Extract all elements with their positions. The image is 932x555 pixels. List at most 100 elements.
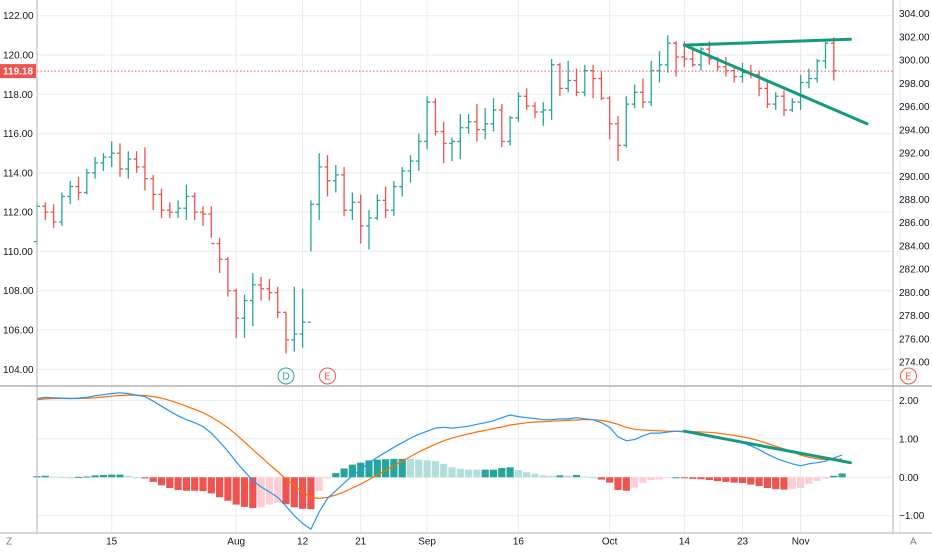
- ohlc-bar[interactable]: [117, 143, 123, 177]
- ohlc-bar[interactable]: [390, 180, 397, 217]
- ohlc-bar[interactable]: [615, 115, 621, 162]
- ohlc-bar[interactable]: [233, 288, 240, 338]
- left-price-axis[interactable]: 104.00 106.00 108.00 110.00 112.00 114.00 116.…: [3, 11, 34, 376]
- ohlc-bar[interactable]: [133, 151, 140, 173]
- ohlc-bar[interactable]: [648, 60, 655, 107]
- price-trendline[interactable]: [682, 43, 869, 126]
- ohlc-bar[interactable]: [316, 153, 323, 220]
- ohlc-bar[interactable]: [565, 60, 572, 93]
- ohlc-bar[interactable]: [92, 157, 99, 179]
- ohlc-bar[interactable]: [357, 194, 364, 244]
- ohlc-bar[interactable]: [756, 70, 763, 97]
- ohlc-bar[interactable]: [482, 108, 489, 140]
- ohlc-bar[interactable]: [83, 168, 90, 195]
- ohlc-bar[interactable]: [590, 64, 597, 99]
- ohlc-bar[interactable]: [830, 37, 837, 81]
- ohlc-bar[interactable]: [241, 294, 248, 338]
- ohlc-bar[interactable]: [440, 121, 447, 164]
- ohlc-bar[interactable]: [664, 35, 671, 73]
- ohlc-bar[interactable]: [623, 96, 630, 148]
- ohlc-bar[interactable]: [598, 70, 605, 101]
- ohlc-bar[interactable]: [175, 200, 182, 219]
- ohlc-bar[interactable]: [573, 68, 580, 97]
- ohlc-bar[interactable]: [299, 288, 306, 348]
- ohlc-bar[interactable]: [556, 62, 563, 97]
- ohlc-bar[interactable]: [656, 51, 663, 83]
- event-marker[interactable]: E: [319, 367, 336, 385]
- ohlc-bar[interactable]: [125, 151, 132, 179]
- ohlc-bar[interactable]: [432, 98, 439, 136]
- ohlc-bar[interactable]: [548, 58, 555, 120]
- ohlc-bar[interactable]: [266, 278, 273, 301]
- ohlc-bar[interactable]: [216, 237, 223, 274]
- ohlc-bar[interactable]: [631, 84, 638, 109]
- ohlc-bar[interactable]: [150, 174, 157, 211]
- ohlc-bar[interactable]: [465, 113, 472, 134]
- ohlc-bar[interactable]: [772, 92, 779, 110]
- ohlc-bar[interactable]: [166, 202, 173, 219]
- ohlc-bar[interactable]: [332, 165, 339, 193]
- event-marker[interactable]: E: [900, 367, 917, 385]
- ohlc-bar[interactable]: [191, 192, 198, 221]
- ohlc-bar[interactable]: [349, 192, 356, 221]
- ohlc-bar[interactable]: [507, 115, 514, 146]
- time-axis[interactable]: 15 Aug 12 21 Sep 16 Oct 14 23 Nov Z A: [6, 537, 917, 548]
- ohlc-bar[interactable]: [258, 276, 265, 301]
- macd-trendline-line[interactable]: [682, 429, 852, 465]
- ohlc-bar[interactable]: [67, 180, 74, 205]
- ohlc-bar[interactable]: [141, 147, 148, 191]
- ohlc-bar[interactable]: [689, 49, 696, 67]
- ohlc-bar[interactable]: [274, 286, 281, 319]
- ohlc-bar[interactable]: [407, 155, 414, 183]
- ohlc-bar[interactable]: [424, 96, 431, 150]
- ohlc-bar[interactable]: [291, 286, 298, 352]
- price-trendlines[interactable]: [682, 37, 869, 126]
- ohlc-bar[interactable]: [399, 166, 406, 197]
- ohlc-bar[interactable]: [415, 133, 422, 171]
- event-marker[interactable]: D: [277, 367, 295, 385]
- right-price-axis[interactable]: 274.00 276.00 278.00 280.00 282.00 284.00 286.…: [899, 9, 930, 368]
- ohlc-bar[interactable]: [307, 200, 314, 323]
- ohlc-bar[interactable]: [58, 192, 65, 226]
- ohlc-bar[interactable]: [341, 166, 348, 217]
- ohlc-bar[interactable]: [449, 137, 455, 162]
- ohlc-bar[interactable]: [208, 206, 215, 245]
- ohlc-bar[interactable]: [606, 96, 613, 140]
- macd-axis[interactable]: 2.00 1.00 0.00 −1.00: [899, 396, 925, 522]
- ohlc-bar[interactable]: [797, 74, 804, 110]
- ohlc-bar[interactable]: [540, 102, 547, 126]
- ohlc-bar[interactable]: [822, 39, 829, 69]
- ohlc-bar[interactable]: [473, 104, 480, 142]
- ohlc-bar[interactable]: [457, 113, 464, 160]
- ohlc-bar[interactable]: [673, 41, 680, 77]
- ohlc-bar[interactable]: [382, 186, 389, 219]
- ohlc-bar[interactable]: [805, 68, 812, 89]
- ohlc-bar[interactable]: [722, 56, 729, 77]
- ohlc-bar[interactable]: [515, 92, 522, 122]
- ohlc-bar[interactable]: [781, 90, 787, 116]
- ohlc-bar[interactable]: [374, 194, 381, 220]
- ohlc-bar[interactable]: [814, 58, 821, 83]
- ohlc-bar[interactable]: [224, 257, 231, 297]
- ohlc-bar[interactable]: [789, 98, 796, 112]
- ohlc-bar[interactable]: [183, 184, 190, 220]
- ohlc-bar[interactable]: [366, 210, 372, 250]
- ohlc-bar[interactable]: [42, 202, 49, 220]
- ohlc-bar[interactable]: [108, 141, 115, 167]
- ohlc-bar[interactable]: [75, 176, 82, 201]
- ohlc-bar[interactable]: [324, 155, 331, 197]
- ohlc-bar[interactable]: [50, 204, 57, 228]
- ohlc-bar[interactable]: [100, 153, 107, 171]
- macd-trendline[interactable]: [682, 429, 852, 465]
- auto-scale-button[interactable]: A: [910, 537, 917, 548]
- price-bars[interactable]: [34, 35, 837, 354]
- ohlc-bar[interactable]: [523, 88, 530, 110]
- ohlc-bar[interactable]: [283, 311, 289, 354]
- price-trendline[interactable]: [682, 37, 852, 47]
- ohlc-bar[interactable]: [158, 188, 165, 219]
- ohlc-bar[interactable]: [639, 78, 646, 109]
- ohlc-bar[interactable]: [764, 82, 771, 109]
